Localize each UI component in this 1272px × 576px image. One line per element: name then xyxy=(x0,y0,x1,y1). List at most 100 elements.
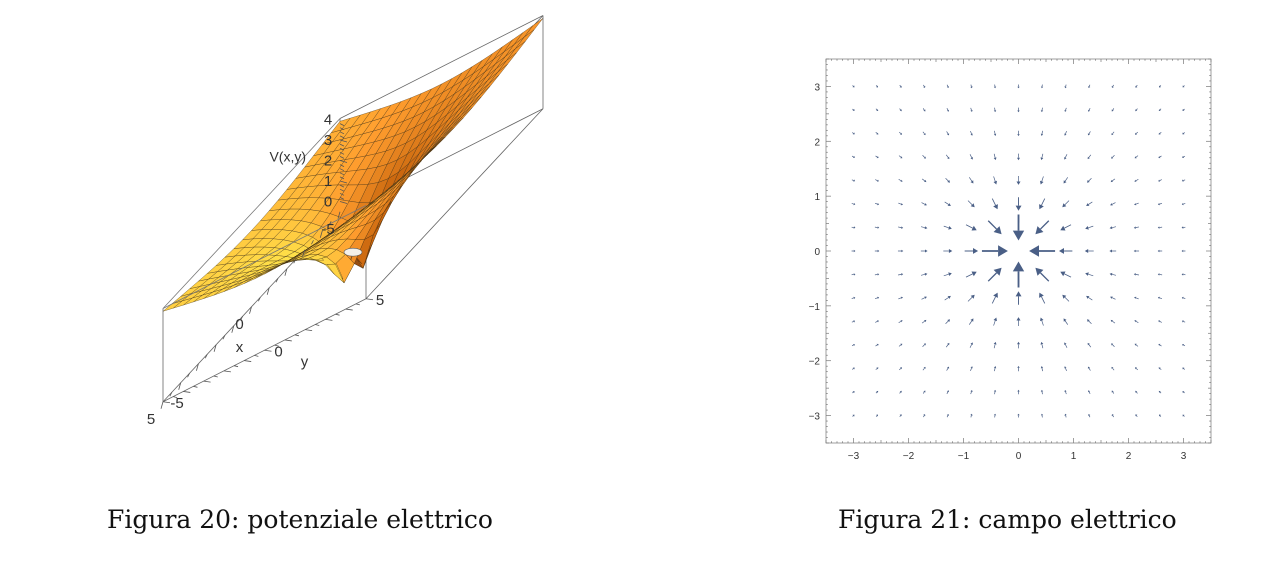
field-arrow xyxy=(875,132,879,135)
arrow-head xyxy=(1040,180,1044,185)
arrow-head xyxy=(852,367,855,370)
arrow-shaft xyxy=(994,367,996,372)
z-tick xyxy=(339,184,345,188)
arrow-head xyxy=(1133,273,1136,276)
field-arrow xyxy=(1064,342,1068,348)
arrow-head xyxy=(1088,390,1091,393)
arrow-shaft xyxy=(1065,391,1067,395)
y-tick-label: 0 xyxy=(814,247,820,258)
field-arrow xyxy=(1135,108,1138,112)
arrow-head xyxy=(1110,296,1113,299)
arrow-shaft xyxy=(851,203,854,205)
z-tick-label: 3 xyxy=(324,132,332,149)
field-arrow xyxy=(1063,177,1069,184)
arrow-head xyxy=(1157,273,1160,276)
x-tick xyxy=(311,240,314,245)
field-arrow xyxy=(1064,390,1067,395)
arrow-head xyxy=(853,202,856,206)
field-arrow xyxy=(1159,414,1162,417)
arrow-shaft xyxy=(1088,177,1092,182)
potential-surface-plot: -5 0 5 -5 0 5 0 1 2 3 4 x y V(x,y) xyxy=(147,15,544,428)
field-arrow xyxy=(1181,249,1186,253)
arrow-shaft xyxy=(1065,107,1067,111)
arrow-shaft xyxy=(920,226,926,229)
arrow-shaft xyxy=(852,85,854,87)
x-tick xyxy=(231,325,235,333)
field-arrow xyxy=(922,131,926,136)
arrow-shaft xyxy=(1112,155,1115,158)
arrow-shaft xyxy=(1112,131,1115,135)
arrow-head xyxy=(1017,341,1020,345)
arrow-shaft xyxy=(1183,85,1185,87)
arrow-shaft xyxy=(852,368,854,370)
field-arrow xyxy=(922,343,926,347)
arrow-head xyxy=(1084,249,1089,253)
field-arrow xyxy=(970,366,973,371)
arrow-head xyxy=(876,132,879,135)
field-arrow xyxy=(1087,154,1092,160)
arrow-head xyxy=(901,226,904,229)
y-tick xyxy=(365,298,374,301)
x-axis-label: x xyxy=(236,339,244,356)
arrow-head xyxy=(924,179,927,183)
y-tick xyxy=(355,303,360,306)
field-arrow xyxy=(875,390,879,394)
field-arrow xyxy=(897,226,904,229)
potential-surface xyxy=(162,18,544,312)
arrow-head xyxy=(901,273,904,276)
field-arrow xyxy=(899,390,902,394)
arrow-shaft xyxy=(993,176,996,182)
arrow-head xyxy=(1135,109,1138,112)
arrow-head xyxy=(1064,157,1067,160)
arrow-head xyxy=(1016,317,1021,321)
y-tick xyxy=(315,324,320,326)
field-arrow xyxy=(993,413,997,418)
arrow-head xyxy=(899,85,902,88)
y-tick xyxy=(183,391,191,393)
arrow-shaft xyxy=(875,391,878,394)
field-arrow xyxy=(1087,131,1091,136)
arrow-head xyxy=(1109,226,1113,230)
arrow-head xyxy=(970,318,974,322)
field-arrow xyxy=(1017,365,1020,372)
x-tick xyxy=(213,344,217,352)
x-tick-label: 0 xyxy=(235,316,243,333)
arrow-shaft xyxy=(1065,367,1067,371)
arrow-shaft xyxy=(898,155,902,158)
arrow-head xyxy=(993,389,997,392)
arrow-shaft xyxy=(945,344,949,348)
field-arrow xyxy=(1157,296,1163,300)
arrow-shaft xyxy=(1088,131,1091,135)
arrow-head xyxy=(1135,132,1137,135)
arrow-head xyxy=(971,225,977,231)
y-tick xyxy=(162,401,171,404)
arrow-shaft xyxy=(1136,391,1138,394)
field-arrow xyxy=(1040,366,1044,372)
arrow-shaft xyxy=(897,226,902,228)
arrow-head xyxy=(923,85,926,88)
arrow-shaft xyxy=(922,367,925,371)
arrow-head xyxy=(1111,133,1114,136)
arrow-head xyxy=(946,109,949,112)
arrow-head xyxy=(876,367,879,370)
arrow-head xyxy=(1134,179,1137,182)
arrow-head xyxy=(1040,110,1044,113)
field-arrow xyxy=(923,414,926,418)
field-arrow xyxy=(1088,107,1091,112)
field-arrow xyxy=(946,131,950,136)
field-arrow xyxy=(1087,177,1092,183)
arrow-shaft xyxy=(943,225,949,229)
z-tick xyxy=(339,156,345,159)
x-tick xyxy=(160,401,164,409)
field-arrow xyxy=(923,84,926,88)
arrow-head xyxy=(1040,86,1044,89)
field-arrow xyxy=(1040,341,1044,349)
field-arrow xyxy=(1040,84,1044,89)
arrow-shaft xyxy=(1041,130,1043,135)
arrow-shaft xyxy=(1041,153,1044,158)
arrow-shaft xyxy=(1159,155,1162,158)
arrow-head xyxy=(877,296,880,299)
field-arrow xyxy=(1135,414,1138,418)
y-tick-label: −2 xyxy=(809,357,821,368)
z-tick xyxy=(339,147,345,151)
